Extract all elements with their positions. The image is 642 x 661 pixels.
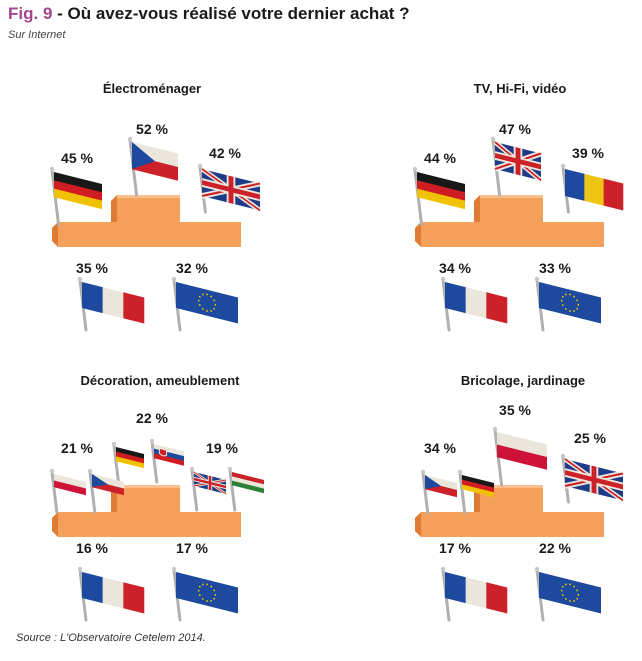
value-label: 17 % bbox=[176, 540, 208, 556]
value-label: 19 % bbox=[206, 440, 238, 456]
flag-slovakia bbox=[149, 438, 184, 484]
flag-hungary bbox=[227, 466, 264, 512]
flag-eu bbox=[534, 276, 601, 332]
podium bbox=[415, 195, 604, 247]
flag-pole bbox=[112, 443, 121, 487]
flag-pole bbox=[190, 468, 199, 512]
value-label: 34 % bbox=[424, 440, 456, 456]
value-label: 25 % bbox=[574, 430, 606, 446]
source-label: Source : bbox=[16, 632, 57, 644]
value-label: 21 % bbox=[61, 440, 93, 456]
figure-subtitle: Sur Internet bbox=[8, 29, 66, 41]
panel-title: Décoration, ameublement bbox=[81, 373, 241, 388]
value-label: 22 % bbox=[136, 410, 168, 426]
value-label: 42 % bbox=[209, 145, 241, 161]
value-label: 35 % bbox=[499, 402, 531, 418]
value-label: 33 % bbox=[539, 260, 571, 276]
figure-number: Fig. 9 bbox=[8, 4, 53, 23]
value-label: 22 % bbox=[539, 540, 571, 556]
title-separator: - bbox=[52, 4, 68, 23]
flag-pole bbox=[458, 471, 467, 515]
flag-eu bbox=[534, 566, 601, 622]
panel-title: Électroménager bbox=[103, 81, 201, 96]
flag-uk bbox=[197, 163, 262, 214]
figure-title: Fig. 9 - Où avez-vous réalisé votre dern… bbox=[8, 4, 410, 24]
source-note: Source : L'Observatoire Cetelem 2014. bbox=[16, 632, 206, 644]
flag-germany bbox=[49, 166, 102, 227]
podium bbox=[52, 485, 241, 537]
chart-panel-2: TV, Hi-Fi, vidéo 47 % 44 % 39 % 34 % 33 % bbox=[412, 81, 624, 332]
flag-czech bbox=[127, 136, 178, 197]
flag-germany bbox=[111, 441, 144, 487]
flag-france bbox=[77, 566, 145, 622]
flag-pole bbox=[421, 471, 430, 515]
podium bbox=[52, 195, 241, 247]
panel-title: Bricolage, jardinage bbox=[461, 373, 585, 388]
flag-uk bbox=[560, 453, 625, 504]
flag-uk bbox=[490, 136, 543, 197]
flag-france bbox=[440, 276, 508, 332]
panel-title: TV, Hi-Fi, vidéo bbox=[474, 81, 567, 96]
flag-czech bbox=[420, 469, 457, 515]
value-label: 47 % bbox=[499, 121, 531, 137]
chart-panel-3: Décoration, ameublement 22 % 21 % 19 % 16 % 1… bbox=[49, 373, 264, 622]
flag-france bbox=[77, 276, 145, 332]
value-label: 44 % bbox=[424, 150, 456, 166]
chart-panel-1: Électroménager 52 % 45 % 42 % 35 % 32 % bbox=[49, 81, 262, 332]
value-label: 52 % bbox=[136, 121, 168, 137]
value-label: 17 % bbox=[439, 540, 471, 556]
figure-title-text: Où avez-vous réalisé votre dernier achat… bbox=[67, 4, 410, 23]
flag-pole bbox=[150, 440, 159, 484]
flag-uk bbox=[189, 466, 227, 512]
value-label: 16 % bbox=[76, 540, 108, 556]
flag-poland bbox=[49, 468, 86, 514]
chart-panel-4: Bricolage, jardinage 35 % 34 % 25 % 17 % 22 % bbox=[415, 373, 625, 622]
value-label: 39 % bbox=[572, 145, 604, 161]
flag-pole bbox=[88, 470, 97, 514]
flag-germany bbox=[412, 166, 465, 227]
flag-eu bbox=[171, 276, 238, 332]
flag-czech bbox=[87, 468, 124, 514]
value-label: 45 % bbox=[61, 150, 93, 166]
flag-eu bbox=[171, 566, 238, 622]
flag-pole bbox=[50, 470, 59, 514]
flag-romania bbox=[560, 163, 624, 214]
source-text: L'Observatoire Cetelem 2014. bbox=[56, 632, 206, 644]
podium bbox=[415, 485, 604, 537]
value-label: 32 % bbox=[176, 260, 208, 276]
flag-france bbox=[440, 566, 508, 622]
flag-poland bbox=[492, 426, 547, 487]
value-label: 34 % bbox=[439, 260, 471, 276]
flag-germany bbox=[457, 469, 494, 515]
value-label: 35 % bbox=[76, 260, 108, 276]
flag-pole bbox=[228, 468, 237, 512]
